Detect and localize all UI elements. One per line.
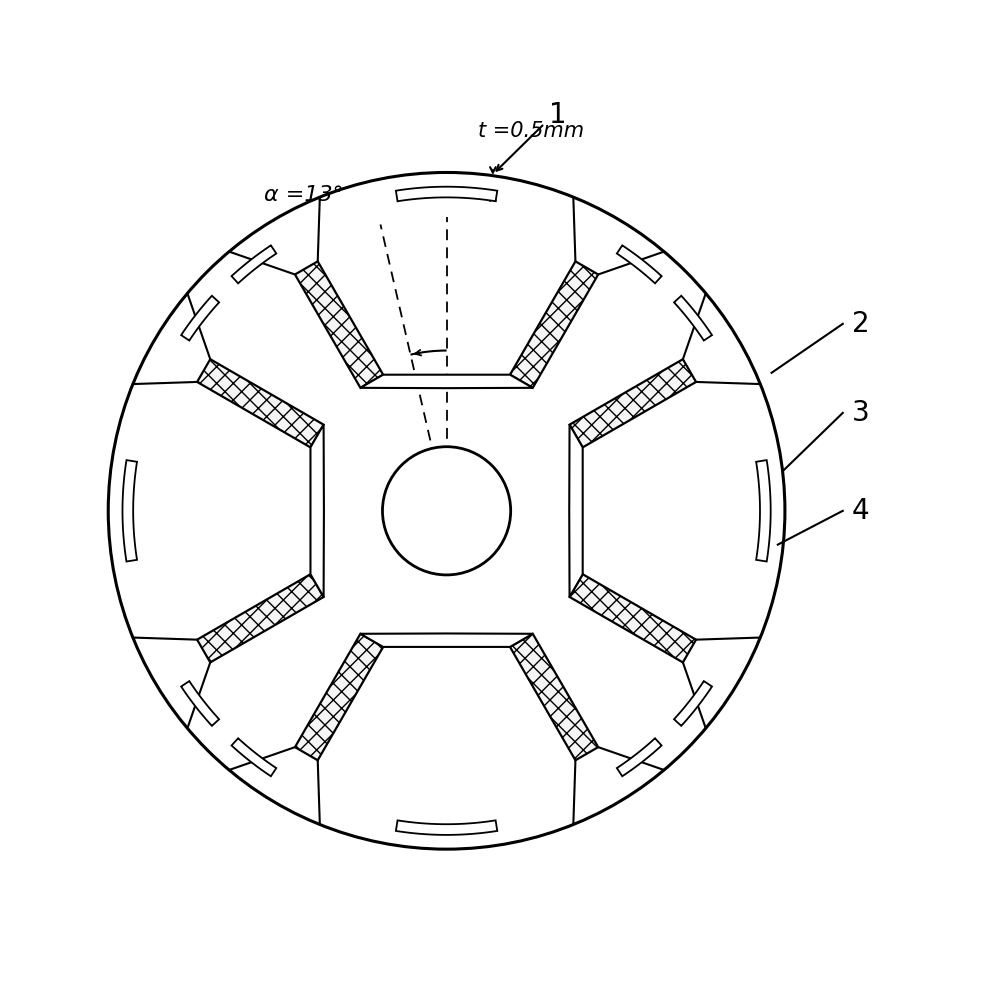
Text: t =0.5mm: t =0.5mm	[478, 121, 584, 141]
Polygon shape	[181, 681, 219, 726]
Polygon shape	[181, 296, 219, 340]
Polygon shape	[396, 186, 497, 201]
Polygon shape	[617, 246, 662, 283]
Polygon shape	[197, 359, 324, 448]
Polygon shape	[310, 425, 324, 597]
Text: 1: 1	[549, 101, 567, 128]
Polygon shape	[360, 375, 533, 388]
Polygon shape	[197, 574, 324, 663]
Circle shape	[382, 447, 511, 575]
Polygon shape	[569, 425, 583, 597]
Polygon shape	[396, 820, 497, 835]
Polygon shape	[295, 261, 383, 387]
Text: 2: 2	[852, 310, 869, 338]
Polygon shape	[570, 359, 696, 448]
Polygon shape	[232, 246, 276, 283]
Polygon shape	[295, 634, 383, 760]
Polygon shape	[674, 681, 712, 726]
Polygon shape	[232, 739, 276, 776]
Text: 4: 4	[852, 497, 869, 525]
Polygon shape	[756, 460, 771, 561]
Circle shape	[108, 173, 785, 849]
Polygon shape	[570, 574, 696, 663]
Polygon shape	[510, 261, 598, 387]
Polygon shape	[510, 634, 598, 760]
Polygon shape	[122, 460, 137, 561]
Polygon shape	[360, 633, 533, 647]
Text: 3: 3	[852, 399, 869, 427]
Text: α =13°: α =13°	[264, 184, 344, 205]
Polygon shape	[674, 296, 712, 340]
Polygon shape	[617, 739, 662, 776]
